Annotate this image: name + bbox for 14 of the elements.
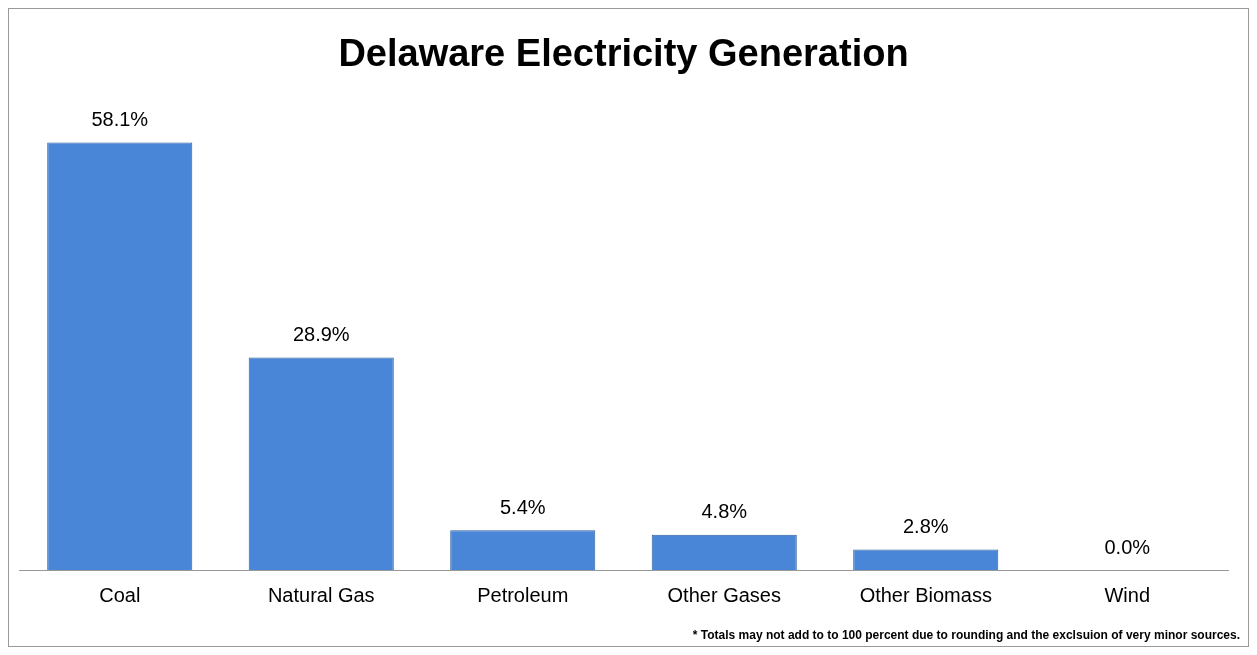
x-tick-label: Wind: [1104, 583, 1151, 606]
data-label: 4.8%: [701, 500, 748, 523]
text: * Totals may not add to to 100 percent due to rounding and the exclsuion of very minor sources.: [692, 628, 1240, 643]
data-label: 5.4%: [499, 495, 546, 518]
data-label: 0.0%: [1104, 535, 1151, 558]
x-tick-label: Coal: [99, 583, 141, 606]
x-tick-label: Natural Gas: [267, 583, 375, 606]
x-tick-label: Other Gases: [667, 583, 781, 606]
data-label: 58.1%: [91, 108, 149, 131]
x-tick-label: Petroleum: [477, 583, 569, 606]
chart-title: Delaware Electricity Generation: [338, 32, 909, 75]
data-label: 28.9%: [292, 322, 350, 345]
x-tick-label: Other Biomass: [859, 583, 992, 606]
data-label: 2.8%: [902, 514, 949, 537]
